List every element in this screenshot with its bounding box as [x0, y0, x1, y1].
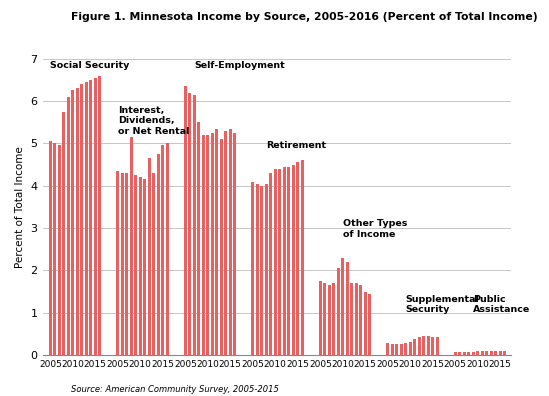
Bar [152, 173, 155, 355]
Bar [503, 351, 506, 355]
Bar [458, 352, 461, 355]
Bar [85, 82, 88, 355]
Text: Interest,
Dividends,
or Net Rental: Interest, Dividends, or Net Rental [118, 106, 189, 136]
Bar [233, 133, 236, 355]
Bar [432, 337, 434, 355]
Bar [139, 177, 142, 355]
Bar [350, 283, 353, 355]
Bar [135, 175, 137, 355]
Text: Self-Employment: Self-Employment [194, 61, 285, 70]
Bar [116, 171, 119, 355]
Bar [404, 343, 407, 355]
Bar [76, 88, 79, 355]
Bar [328, 286, 330, 355]
Bar [71, 90, 74, 355]
Bar [125, 173, 128, 355]
Bar [58, 145, 61, 355]
Bar [454, 352, 457, 355]
Bar [490, 351, 492, 355]
Bar [225, 131, 227, 355]
Bar [166, 143, 169, 355]
Text: Supplemental
Security: Supplemental Security [406, 295, 479, 314]
Bar [251, 181, 254, 355]
Bar [427, 336, 429, 355]
Bar [157, 154, 160, 355]
Bar [494, 351, 497, 355]
Bar [260, 186, 263, 355]
Bar [202, 135, 205, 355]
Bar [188, 93, 191, 355]
Bar [67, 97, 70, 355]
Text: Source: American Community Survey, 2005-2015: Source: American Community Survey, 2005-… [71, 385, 279, 394]
Bar [193, 95, 195, 355]
Bar [184, 86, 187, 355]
Bar [296, 162, 299, 355]
Bar [319, 281, 322, 355]
Bar [211, 133, 214, 355]
Bar [368, 294, 371, 355]
Bar [206, 135, 209, 355]
Bar [121, 173, 124, 355]
Bar [301, 160, 304, 355]
Bar [287, 167, 290, 355]
Bar [472, 352, 475, 355]
Bar [467, 352, 470, 355]
Bar [463, 352, 466, 355]
Bar [481, 351, 484, 355]
Text: Figure 1. Minnesota Income by Source, 2005-2016 (Percent of Total Income): Figure 1. Minnesota Income by Source, 20… [71, 12, 538, 22]
Bar [270, 173, 272, 355]
Bar [94, 78, 97, 355]
Bar [436, 337, 439, 355]
Bar [256, 184, 259, 355]
Bar [341, 258, 344, 355]
Bar [278, 169, 281, 355]
Bar [292, 165, 295, 355]
Bar [89, 80, 92, 355]
Bar [274, 169, 277, 355]
Bar [418, 337, 421, 355]
Bar [80, 84, 83, 355]
Bar [215, 129, 218, 355]
Bar [391, 344, 394, 355]
Bar [49, 141, 52, 355]
Bar [337, 268, 340, 355]
Bar [359, 286, 362, 355]
Bar [148, 158, 150, 355]
Bar [63, 112, 65, 355]
Y-axis label: Percent of Total Income: Percent of Total Income [15, 146, 25, 268]
Bar [130, 137, 133, 355]
Text: Public
Assistance: Public Assistance [473, 295, 530, 314]
Bar [400, 344, 402, 355]
Bar [346, 262, 349, 355]
Bar [355, 283, 357, 355]
Bar [364, 292, 367, 355]
Bar [477, 351, 479, 355]
Bar [98, 76, 101, 355]
Bar [386, 343, 389, 355]
Bar [220, 139, 222, 355]
Text: Other Types
of Income: Other Types of Income [343, 219, 407, 239]
Bar [53, 143, 56, 355]
Text: Social Security: Social Security [51, 61, 130, 70]
Bar [485, 351, 488, 355]
Bar [422, 336, 425, 355]
Bar [498, 351, 502, 355]
Text: Retirement: Retirement [266, 141, 327, 150]
Bar [265, 184, 268, 355]
Bar [409, 342, 412, 355]
Bar [229, 129, 232, 355]
Bar [323, 283, 326, 355]
Bar [283, 167, 285, 355]
Bar [332, 283, 335, 355]
Bar [161, 145, 164, 355]
Bar [395, 344, 398, 355]
Bar [198, 122, 200, 355]
Bar [413, 339, 416, 355]
Bar [143, 179, 146, 355]
